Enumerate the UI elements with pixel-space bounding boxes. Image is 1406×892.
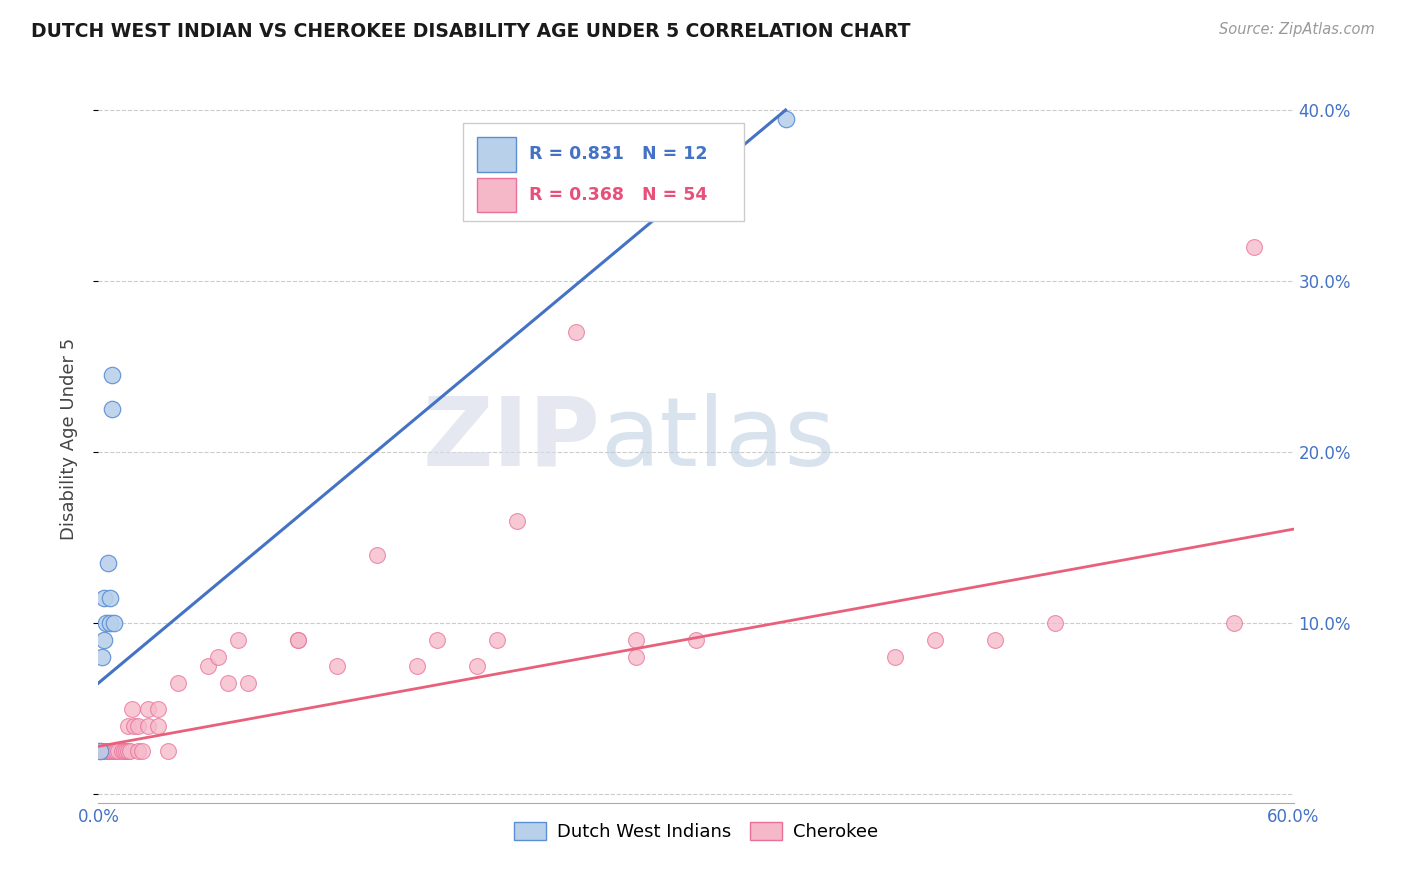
Point bbox=[167, 676, 190, 690]
Point bbox=[111, 744, 134, 758]
Point bbox=[97, 744, 120, 758]
Point bbox=[136, 702, 159, 716]
Point bbox=[148, 702, 170, 716]
Point bbox=[287, 633, 309, 648]
Point bbox=[236, 676, 259, 690]
Point bbox=[136, 719, 159, 733]
Point bbox=[1043, 616, 1066, 631]
Point bbox=[115, 744, 138, 758]
Point bbox=[775, 112, 797, 126]
Text: Source: ZipAtlas.com: Source: ZipAtlas.com bbox=[1219, 22, 1375, 37]
Point bbox=[506, 514, 529, 528]
Point bbox=[127, 744, 149, 758]
Y-axis label: Disability Age Under 5: Disability Age Under 5 bbox=[59, 338, 77, 541]
Point bbox=[131, 744, 153, 758]
Point bbox=[96, 744, 118, 758]
Point bbox=[117, 744, 139, 758]
Point bbox=[105, 744, 128, 758]
Text: R = 0.831   N = 12: R = 0.831 N = 12 bbox=[529, 145, 707, 163]
Point bbox=[127, 719, 149, 733]
Point bbox=[103, 616, 125, 631]
Point bbox=[1223, 616, 1246, 631]
Point bbox=[217, 676, 239, 690]
Point bbox=[984, 633, 1007, 648]
Point bbox=[685, 633, 707, 648]
Point bbox=[97, 557, 120, 571]
Point bbox=[93, 591, 115, 605]
Point bbox=[98, 744, 122, 758]
Point bbox=[406, 659, 429, 673]
Text: atlas: atlas bbox=[600, 392, 835, 486]
Point bbox=[465, 659, 488, 673]
Text: ZIP: ZIP bbox=[422, 392, 600, 486]
Point bbox=[117, 719, 139, 733]
FancyBboxPatch shape bbox=[463, 123, 744, 221]
Point bbox=[103, 744, 125, 758]
Point bbox=[101, 744, 124, 758]
Point bbox=[96, 744, 118, 758]
Point bbox=[197, 659, 219, 673]
Point bbox=[366, 548, 388, 562]
Text: DUTCH WEST INDIAN VS CHEROKEE DISABILITY AGE UNDER 5 CORRELATION CHART: DUTCH WEST INDIAN VS CHEROKEE DISABILITY… bbox=[31, 22, 911, 41]
Point bbox=[91, 650, 114, 665]
Point bbox=[157, 744, 180, 758]
Point bbox=[89, 744, 111, 758]
Point bbox=[924, 633, 946, 648]
Point bbox=[112, 744, 135, 758]
Point bbox=[207, 650, 229, 665]
Point bbox=[91, 744, 114, 758]
Bar bbox=[477, 178, 516, 212]
Point bbox=[107, 744, 129, 758]
Point bbox=[626, 633, 648, 648]
Point bbox=[121, 702, 143, 716]
Point bbox=[120, 744, 142, 758]
Point bbox=[96, 616, 118, 631]
Point bbox=[326, 659, 349, 673]
Point bbox=[98, 591, 122, 605]
Point bbox=[91, 744, 114, 758]
Point bbox=[101, 368, 124, 383]
Legend: Dutch West Indians, Cherokee: Dutch West Indians, Cherokee bbox=[506, 814, 886, 848]
Text: R = 0.368   N = 54: R = 0.368 N = 54 bbox=[529, 186, 707, 204]
Point bbox=[1243, 240, 1265, 254]
Point bbox=[93, 633, 115, 648]
Point bbox=[626, 650, 648, 665]
Point bbox=[98, 616, 122, 631]
Point bbox=[97, 744, 120, 758]
Point bbox=[101, 402, 124, 417]
Point bbox=[226, 633, 249, 648]
Point bbox=[485, 633, 508, 648]
Point bbox=[426, 633, 449, 648]
Point bbox=[93, 744, 115, 758]
Point bbox=[89, 744, 111, 758]
Point bbox=[124, 719, 146, 733]
Point bbox=[287, 633, 309, 648]
Bar bbox=[477, 136, 516, 172]
Point bbox=[565, 326, 588, 340]
Point bbox=[148, 719, 170, 733]
Point bbox=[884, 650, 907, 665]
